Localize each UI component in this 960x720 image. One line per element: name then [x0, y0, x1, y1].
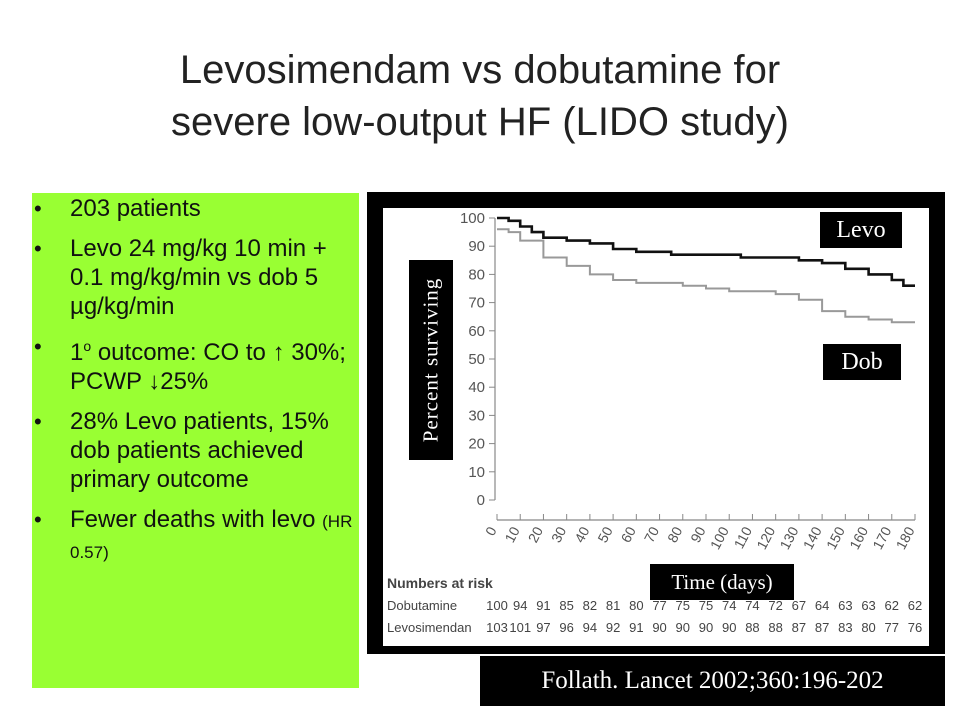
at-risk-value: 96	[559, 620, 573, 635]
at-risk-value: 62	[908, 598, 922, 613]
at-risk-value: 80	[629, 598, 643, 613]
x-axis-label: Time (days)	[650, 564, 794, 600]
at-risk-value: 75	[676, 598, 690, 613]
y-tick-label: 50	[468, 351, 485, 368]
at-risk-value: 77	[652, 598, 666, 613]
y-axis-label: Percent surviving	[418, 277, 443, 443]
legend-levo: Levo	[820, 212, 902, 248]
x-tick-label: 150	[823, 524, 848, 552]
y-tick-label: 30	[468, 407, 485, 424]
x-tick-label: 110	[730, 524, 755, 551]
bullet-outcome-sup: o	[83, 338, 92, 354]
at-risk-value: 91	[536, 598, 550, 613]
x-tick-label: 40	[571, 524, 593, 545]
x-tick-label: 120	[753, 524, 778, 552]
x-tick-label: 10	[501, 524, 523, 545]
x-tick-label: 20	[525, 524, 547, 545]
bullet-list: 203 patients Levo 24 mg/kg 10 min + 0.1 …	[32, 194, 362, 578]
at-risk-value: 75	[699, 598, 713, 613]
at-risk-value: 87	[815, 620, 829, 635]
bullet-dosing: Levo 24 mg/kg 10 min + 0.1 mg/kg/min vs …	[32, 234, 362, 321]
at-risk-value: 100	[486, 598, 508, 613]
at-risk-value: 90	[652, 620, 666, 635]
at-risk-value: 62	[885, 598, 899, 613]
bullet-dosing-text: Levo 24 mg/kg 10 min + 0.1 mg/kg/min vs …	[70, 235, 327, 320]
at-risk-row-label: Dobutamine	[387, 598, 457, 613]
at-risk-value: 87	[792, 620, 806, 635]
bullet-deaths: Fewer deaths with levo (HR 0.57)	[32, 505, 362, 567]
at-risk-value: 81	[606, 598, 620, 613]
bullet-outcome-pre: 1	[70, 339, 84, 366]
legend-dob: Dob	[823, 344, 901, 380]
y-tick-label: 60	[468, 323, 485, 340]
x-tick-label: 170	[869, 524, 894, 552]
at-risk-value: 74	[745, 598, 759, 613]
slide-title-line-1: Levosimendam vs dobutamine for	[179, 48, 781, 92]
x-tick-label: 30	[548, 524, 570, 545]
at-risk-value: 101	[509, 620, 531, 635]
x-tick-label: 130	[776, 524, 801, 552]
x-tick-label: 160	[846, 524, 871, 552]
at-risk-value: 90	[676, 620, 690, 635]
curve-dob	[497, 228, 915, 324]
x-tick-label: 140	[800, 524, 825, 552]
at-risk-value: 103	[486, 620, 508, 635]
x-tick-label: 180	[893, 524, 918, 552]
slide-title: Levosimendam vs dobutamine for severe lo…	[0, 44, 960, 148]
at-risk-value: 94	[583, 620, 597, 635]
at-risk-header: Numbers at risk	[387, 575, 493, 591]
bullet-outcome-text: outcome: CO to ↑ 30%; PCWP ↓25%	[70, 339, 346, 395]
at-risk-value: 92	[606, 620, 620, 635]
bullet-outcome: 1o outcome: CO to ↑ 30%; PCWP ↓25%	[32, 332, 362, 396]
at-risk-value: 77	[885, 620, 899, 635]
ylabel-box	[409, 260, 453, 460]
bullet-patients-text: 203 patients	[70, 195, 201, 222]
bullet-deaths-text: Fewer deaths with levo	[70, 506, 323, 533]
x-tick-label: 50	[594, 524, 616, 545]
curve-levo	[497, 216, 915, 287]
bullet-achieved: 28% Levo patients, 15% dob patients achi…	[32, 407, 362, 494]
y-tick-label: 20	[468, 436, 485, 453]
at-risk-value: 85	[559, 598, 573, 613]
y-tick-label: 90	[468, 238, 485, 255]
at-risk-row-label: Levosimendan	[387, 620, 472, 635]
at-risk-value: 63	[861, 598, 875, 613]
bullet-deaths-hr: (HR 0.57)	[70, 512, 353, 562]
x-tick-label: 0	[482, 524, 500, 539]
citation: Follath. Lancet 2002;360:196-202	[480, 656, 945, 706]
at-risk-value: 67	[792, 598, 806, 613]
at-risk-value: 83	[838, 620, 852, 635]
at-risk-value: 90	[722, 620, 736, 635]
x-tick-label: 60	[618, 524, 640, 545]
at-risk-value: 80	[861, 620, 875, 635]
at-risk-value: 88	[768, 620, 782, 635]
y-tick-label: 10	[468, 464, 485, 481]
y-tick-label: 40	[468, 379, 485, 396]
at-risk-value: 76	[908, 620, 922, 635]
x-tick-label: 70	[641, 524, 663, 545]
bullet-achieved-text: 28% Levo patients, 15% dob patients achi…	[70, 408, 329, 493]
x-tick-label: 100	[707, 524, 732, 552]
at-risk-value: 82	[583, 598, 597, 613]
x-tick-label: 90	[687, 524, 709, 545]
at-risk-value: 94	[513, 598, 527, 613]
y-tick-label: 0	[477, 492, 485, 509]
x-tick-label: 80	[664, 524, 686, 545]
bullet-patients: 203 patients	[32, 194, 362, 223]
y-tick-label: 100	[460, 210, 485, 227]
at-risk-value: 64	[815, 598, 829, 613]
at-risk-value: 63	[838, 598, 852, 613]
at-risk-value: 97	[536, 620, 550, 635]
at-risk-value: 90	[699, 620, 713, 635]
y-tick-label: 70	[468, 295, 485, 312]
at-risk-value: 74	[722, 598, 736, 613]
y-tick-label: 80	[468, 266, 485, 283]
slide-title-line-2: severe low-output HF (LIDO study)	[171, 100, 789, 144]
at-risk-value: 72	[768, 598, 782, 613]
at-risk-value: 88	[745, 620, 759, 635]
at-risk-value: 91	[629, 620, 643, 635]
